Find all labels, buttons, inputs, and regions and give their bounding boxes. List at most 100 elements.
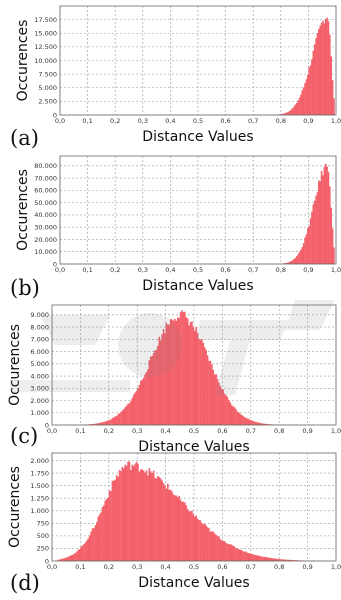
histogram-panel-b: 0,0 0,1 0,2 0,3 0,4 0,5 0,6 0,7 0,8 0,9 1,0 0 10.000… — [0, 150, 341, 300]
histogram-bar — [287, 559, 290, 561]
histogram-bar — [107, 420, 109, 425]
histogram-bar — [290, 559, 293, 561]
x-tick-label: 0,6 — [217, 563, 227, 571]
x-tick-label: 0,8 — [274, 427, 284, 435]
histogram-bar — [297, 100, 299, 115]
histogram-bar — [144, 472, 146, 561]
histogram-bar — [219, 539, 222, 561]
x-tick-label: 0,9 — [303, 266, 313, 274]
histogram-bar — [188, 511, 190, 561]
histogram-bar — [235, 548, 237, 561]
histogram-bar — [212, 369, 215, 425]
histogram-bar — [84, 542, 87, 561]
histogram-c-svg: 0,0 0,1 0,2 0,3 0,4 0,5 0,6 0,7 0,8 0,9 1,0 0 1.000 2… — [7, 304, 341, 455]
histogram-bar — [301, 90, 304, 115]
histogram-bar — [175, 320, 178, 425]
histogram-bar — [225, 543, 227, 561]
x-axis-label: Distance Values — [142, 278, 253, 294]
histogram-bar — [201, 523, 203, 561]
histogram-bar — [255, 554, 257, 561]
histogram-bar — [216, 536, 219, 561]
histogram-bar — [233, 546, 236, 561]
histogram-bar — [249, 419, 251, 425]
histogram-bar — [191, 510, 193, 561]
histogram-bar — [322, 20, 324, 116]
histogram-bar — [230, 544, 233, 561]
histogram-bar — [181, 310, 183, 425]
histogram-bar — [203, 347, 206, 425]
histogram-bar — [94, 423, 97, 425]
x-tick-label: 0,1 — [82, 266, 92, 274]
histogram-bar — [267, 557, 270, 561]
y-tick-label: 20.000 — [34, 236, 57, 244]
histogram-bar — [165, 488, 168, 561]
histogram-bar — [309, 65, 312, 115]
histogram-bar — [64, 557, 67, 561]
histogram-bar — [324, 18, 327, 115]
histogram-bar — [103, 421, 105, 425]
x-tick-label: 0,8 — [276, 266, 286, 274]
histogram-bar — [70, 555, 73, 561]
histogram-bar — [320, 22, 323, 116]
histogram-bar — [208, 528, 210, 561]
histogram-bar — [259, 555, 261, 561]
histogram-bar — [152, 353, 155, 425]
histogram-bar — [218, 536, 220, 561]
histogram-bar — [172, 494, 175, 561]
histogram-bar — [256, 555, 259, 561]
histogram-bar — [59, 559, 61, 561]
histogram-bar — [222, 540, 224, 561]
histogram-bar — [318, 28, 320, 116]
histogram-bar — [130, 469, 132, 561]
histogram-bar — [97, 423, 100, 425]
y-tick-label: 17.500 — [34, 16, 57, 24]
x-tick-label: 0,7 — [248, 117, 258, 125]
histogram-bar — [182, 501, 185, 561]
x-tick-label: 1,0 — [331, 427, 341, 435]
histogram-bar — [154, 350, 156, 425]
histogram-d-svg: 0,0 0,1 0,2 0,3 0,4 0,5 0,6 0,7 0,8 0,9 1,0 0 250 500… — [7, 452, 341, 595]
histogram-bar — [323, 166, 326, 264]
histogram-bar — [229, 544, 232, 561]
histogram-bar — [263, 423, 266, 425]
histogram-bar — [194, 516, 196, 561]
histogram-bar — [90, 531, 92, 561]
histogram-bar — [311, 211, 313, 264]
histogram-bar — [269, 557, 271, 561]
y-tick-label: 50.000 — [34, 199, 57, 207]
histogram-bar — [135, 390, 138, 425]
histogram-bar — [250, 554, 253, 561]
histogram-bar — [287, 262, 290, 264]
histogram-bar — [320, 170, 323, 264]
histogram-bar — [164, 333, 166, 425]
x-tick-label: 0,8 — [274, 563, 284, 571]
plot-frame — [59, 155, 337, 265]
histogram-bar — [98, 422, 101, 425]
histogram-bar — [171, 491, 173, 561]
histogram-bar — [142, 470, 145, 561]
histogram-bar — [167, 324, 169, 425]
x-tick-label: 0,4 — [160, 427, 170, 435]
histogram-bar — [93, 528, 95, 561]
histogram-bar — [137, 463, 139, 561]
histogram-bar — [141, 379, 144, 425]
y-tick-label: 15.000 — [34, 30, 57, 38]
histogram-bar — [121, 466, 124, 561]
histogram-bar — [307, 228, 309, 264]
histogram-bar — [108, 420, 111, 425]
x-tick-label: 0,6 — [220, 117, 230, 125]
histogram-bar — [205, 525, 207, 561]
histogram-bar — [127, 403, 129, 425]
y-tick-label: 70.000 — [34, 174, 57, 182]
histogram-bar — [101, 507, 104, 561]
histogram-bar — [273, 558, 276, 561]
histogram-bar — [324, 163, 327, 264]
histogram-bar — [284, 263, 287, 264]
panel-label: (c) — [10, 424, 38, 448]
histogram-bar — [239, 550, 242, 561]
histogram-bar — [135, 462, 138, 561]
histogram-bar — [235, 408, 237, 425]
histogram-bar — [202, 342, 205, 425]
histogram-bar — [152, 470, 155, 561]
histogram-bar — [91, 424, 94, 425]
